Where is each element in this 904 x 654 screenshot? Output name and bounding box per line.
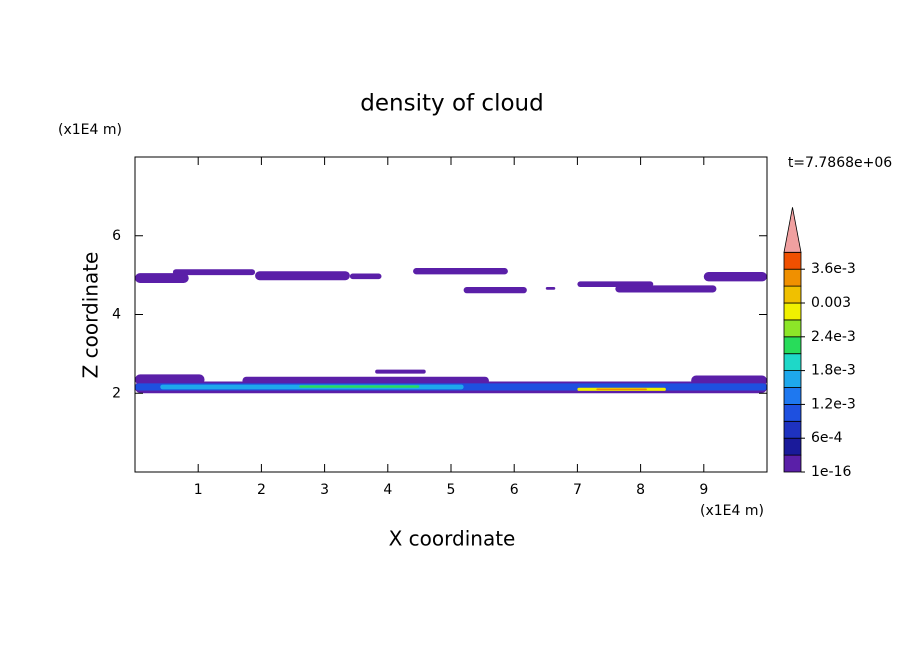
colorbar-box xyxy=(783,336,802,355)
colorbar-box xyxy=(783,420,802,439)
x-unit: (x1E4 m) xyxy=(700,503,764,519)
plot-frame xyxy=(134,156,768,473)
colorbar-label: 2.4e-3 xyxy=(811,329,856,345)
colorbar-box xyxy=(783,302,802,321)
contour-patch xyxy=(545,286,556,290)
x-tick-label: 4 xyxy=(383,482,392,498)
colorbar-box xyxy=(783,403,802,422)
colorbar-box xyxy=(783,353,802,372)
contour-patch xyxy=(255,271,350,281)
contour-patch xyxy=(172,269,256,276)
colorbar-box xyxy=(783,437,802,456)
colorbar-box xyxy=(783,285,802,304)
x-tick-label: 9 xyxy=(699,482,708,498)
colorbar-box xyxy=(783,251,802,270)
contour-patch xyxy=(299,385,420,388)
chart-title: density of cloud xyxy=(360,91,543,117)
contour-patch xyxy=(413,268,508,275)
contour-patch xyxy=(691,375,767,386)
contour-patch xyxy=(596,388,647,391)
x-tick-label: 2 xyxy=(257,482,266,498)
contour-patch xyxy=(703,271,767,282)
time-label: t=7.7868e+06 xyxy=(788,155,892,171)
colorbar-label: 0.003 xyxy=(811,295,851,311)
x-tick-label: 5 xyxy=(447,482,456,498)
contour-patch xyxy=(375,369,426,374)
x-tick-label: 6 xyxy=(510,482,519,498)
contour-patch xyxy=(615,285,717,293)
x-tick-label: 1 xyxy=(194,482,203,498)
colorbar-box xyxy=(783,268,802,287)
contour-patch xyxy=(242,376,489,385)
y-axis-label: Z coordinate xyxy=(79,252,103,379)
y-tick-label: 4 xyxy=(112,307,121,323)
colorbar-box xyxy=(783,387,802,405)
y-tick-label: 2 xyxy=(112,385,121,401)
colorbar-box xyxy=(783,319,802,338)
contour-patch xyxy=(135,273,189,283)
contour-patch xyxy=(463,286,527,294)
y-tick-label: 6 xyxy=(112,228,121,244)
colorbar-label: 6e-4 xyxy=(811,430,843,446)
colorbar-label: 1e-16 xyxy=(811,464,851,480)
colorbar-label: 1.8e-3 xyxy=(811,363,856,379)
colorbar-box xyxy=(783,370,802,388)
colorbar-box xyxy=(783,454,802,473)
colorbar-label: 3.6e-3 xyxy=(811,261,856,277)
x-tick-label: 7 xyxy=(573,482,582,498)
x-tick-label: 3 xyxy=(320,482,329,498)
x-tick-label: 8 xyxy=(636,482,645,498)
colorbar-label: 1.2e-3 xyxy=(811,396,856,412)
contour-patch xyxy=(349,273,382,280)
x-axis-label: X coordinate xyxy=(389,527,516,551)
y-unit: (x1E4 m) xyxy=(58,122,122,138)
colorbar-over xyxy=(783,207,802,253)
